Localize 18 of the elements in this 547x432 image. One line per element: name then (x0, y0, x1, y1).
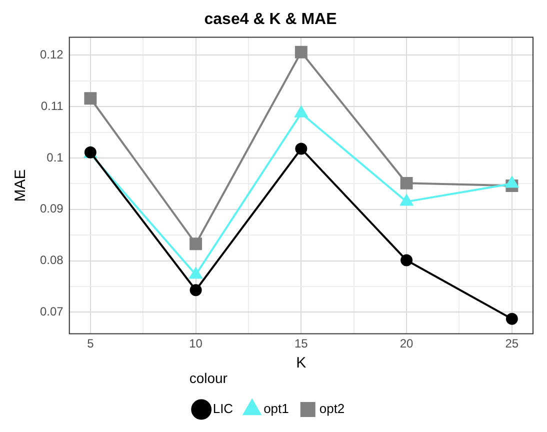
x-tick-label: 25 (505, 336, 519, 350)
y-tick-label: 0.09 (40, 202, 64, 216)
legend-label: opt1 (264, 401, 289, 416)
x-tick-label: 5 (87, 336, 94, 350)
y-tick-label: 0.12 (40, 48, 64, 62)
legend-title: colour (189, 370, 228, 386)
chart-title: case4 & K & MAE (204, 11, 338, 28)
x-tick-label: 10 (189, 336, 203, 350)
x-tick-label: 15 (294, 336, 308, 350)
y-axis-title: MAE (12, 169, 30, 202)
y-tick-label: 0.07 (40, 304, 64, 319)
y-tick-label: 0.08 (40, 253, 64, 268)
y-tick-label: 0.1 (46, 150, 64, 164)
legend-label: opt2 (319, 401, 345, 416)
legend-label: LIC (212, 401, 234, 416)
y-tick-label: 0.11 (40, 98, 64, 113)
x-axis-title: K (296, 354, 306, 372)
x-tick-label: 20 (400, 336, 414, 350)
